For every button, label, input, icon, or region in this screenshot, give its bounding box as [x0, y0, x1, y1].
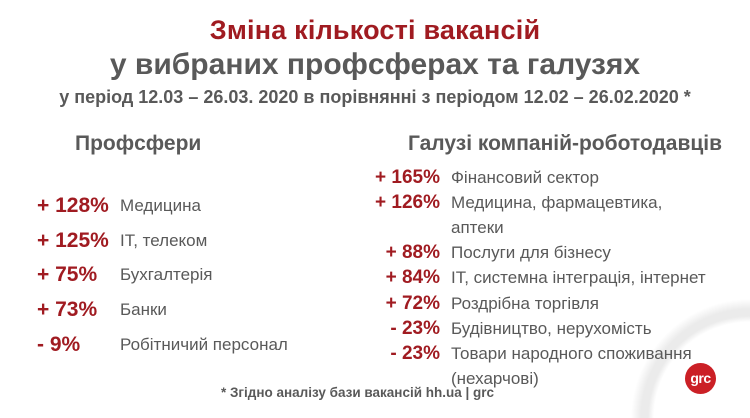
category-label: IT, телеком	[120, 230, 208, 250]
stat-row: - 23% Будівництво, нерухомість	[365, 316, 715, 341]
percent-change-value: - 9%	[37, 332, 81, 356]
category-label: Медицина	[120, 196, 201, 216]
percent-change-value: + 88%	[385, 242, 440, 264]
stat-row: + 128% Медицина	[37, 189, 357, 224]
subtitle-period: у період 12.03 – 26.03. 2020 в порівнянн…	[59, 87, 691, 107]
percent-change-value: + 126%	[375, 191, 440, 213]
percent-change-value: + 75%	[37, 263, 98, 287]
percent-change-value: + 125%	[37, 228, 109, 252]
percent-change-value: + 128%	[37, 194, 109, 218]
percent-change-value: + 72%	[385, 292, 440, 314]
profsfery-list: + 128% Медицина + 125% IT, телеком + 75% Бухг…	[37, 189, 357, 362]
stat-row: + 88% Послуги для бізнесу	[365, 240, 715, 265]
percent-change-value: + 84%	[385, 267, 440, 289]
stat-row: - 23% Товари народного споживання (нехарч…	[365, 341, 715, 391]
grc-logo: grc	[685, 363, 716, 394]
header-block: Зміна кількості вакансій у вибраних проф…	[0, 14, 750, 109]
galuzi-list: + 165% Фінансовий сектор + 126% Медицина, ф…	[365, 165, 715, 392]
category-label: Медицина, фармацевтика, аптеки	[451, 192, 663, 237]
percent-change-value: + 165%	[375, 166, 440, 188]
stat-row: - 9% Робітничий персонал	[37, 327, 357, 362]
category-label: Будівництво, нерухомість	[451, 318, 652, 338]
category-label: Фінансовий сектор	[451, 167, 599, 187]
stat-row: + 126% Медицина, фармацевтика, аптеки	[365, 190, 715, 240]
title-line1: Зміна кількості вакансій	[209, 15, 541, 45]
stat-row: + 75% Бухгалтерія	[37, 258, 357, 293]
percent-change-value: - 23%	[390, 342, 440, 364]
column-header-galuzi: Галузі компаній-роботодавців	[408, 132, 723, 155]
category-label: Товари народного споживання (нехарчові)	[451, 343, 692, 389]
category-label: Банки	[120, 300, 167, 320]
column-header-profsfery: Профсфери	[75, 132, 202, 155]
percent-change-value: + 73%	[37, 298, 98, 322]
title-line2: у вибраних профсферах та галузях	[109, 48, 641, 81]
footnote: * Згідно аналізу бази вакансій hh.ua | g…	[220, 385, 495, 400]
percent-change-value: - 23%	[390, 317, 440, 339]
category-label: Роздрібна торгівля	[451, 293, 599, 313]
category-label: Робітничий персонал	[120, 334, 288, 354]
stat-row: + 165% Фінансовий сектор	[365, 165, 715, 190]
stat-row: + 84% IT, системна інтеграція, інтернет	[365, 265, 715, 290]
stat-row: + 73% Банки	[37, 293, 357, 328]
category-label: Бухгалтерія	[120, 265, 213, 285]
category-label: IT, системна інтеграція, інтернет	[451, 268, 706, 288]
stat-row: + 72% Роздрібна торгівля	[365, 291, 715, 316]
category-label: Послуги для бізнесу	[451, 243, 611, 263]
stat-row: + 125% IT, телеком	[37, 224, 357, 259]
